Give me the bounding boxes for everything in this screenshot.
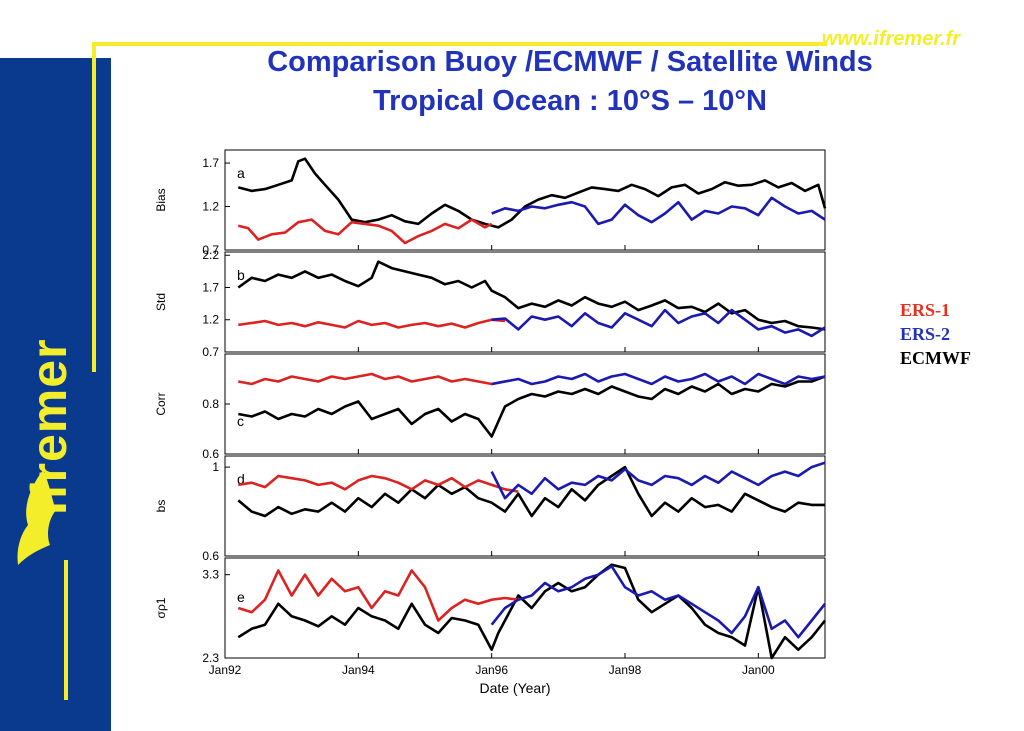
page-subtitle: Tropical Ocean : 10°S – 10°N (373, 85, 767, 117)
series-line-ecmwf (237, 465, 825, 518)
panel-frame (224, 353, 826, 455)
website-link[interactable]: www.ifremer.fr (821, 28, 960, 50)
series-line-ers-2 (491, 308, 826, 338)
y-tick-label: 1.2 (202, 200, 219, 214)
panel-letter: e (237, 589, 245, 605)
y-tick-label: 2.3 (202, 651, 219, 665)
y-tick-label: 2.2 (202, 248, 219, 262)
y-axis-label: Bias (154, 188, 168, 211)
frame-line-top (92, 42, 827, 46)
legend-item-ecmwf: ECMWF (900, 348, 971, 368)
series-line-ecmwf (237, 563, 827, 660)
x-tick-label: Jan96 (475, 663, 508, 677)
y-tick-label: 0.8 (202, 397, 219, 411)
y-axis-label: Corr (154, 392, 168, 415)
panel-frame (224, 251, 826, 353)
y-axis-label: σρ1 (154, 597, 168, 618)
y-tick-label: 1.2 (202, 313, 219, 327)
panel-letter: d (237, 471, 245, 487)
ifremer-logo-icon (17, 470, 56, 565)
page-title: Comparison Buoy /ECMWF / Satellite Winds (267, 46, 873, 78)
series-line-ers-1 (238, 372, 506, 386)
legend-item-ers1: ERS-1 (900, 300, 951, 320)
series-line-ers-2 (490, 564, 827, 639)
x-tick-label: Jan98 (609, 663, 642, 677)
y-tick-label: 1.7 (202, 156, 219, 170)
line-chart: 0.7 1.2 1.7 Bias a 0.7 1.2 1.7 2.2 Std b 0.6 0.8 Corr… (154, 149, 827, 696)
panel-letter: b (237, 267, 245, 283)
series-line-ers-1 (238, 318, 506, 329)
x-tick-label: Jan94 (342, 663, 375, 677)
y-tick-label: 0.7 (202, 243, 219, 257)
frame-line-left-lower (64, 560, 68, 700)
series-line-ecmwf (237, 157, 827, 229)
y-axis-label: bs (154, 500, 168, 513)
panel-frame (224, 149, 826, 251)
series-line-ers-2 (491, 196, 826, 226)
y-tick-label: 0.6 (202, 447, 219, 461)
panel-frame (224, 557, 826, 659)
series-line-ers-1 (237, 569, 519, 622)
series-line-ecmwf (237, 260, 826, 331)
panel-letter: c (237, 413, 244, 429)
y-tick-label: 1.7 (202, 280, 219, 294)
y-tick-label: 0.6 (202, 549, 219, 563)
x-tick-label: Jan92 (209, 663, 242, 677)
series-line-ers-1 (237, 218, 493, 245)
legend: ERS-1 ERS-2 ECMWF (900, 298, 971, 370)
series-line-ers-1 (238, 474, 519, 493)
series-line-ers-2 (491, 372, 826, 386)
x-tick-label: Jan00 (742, 663, 775, 677)
legend-item-ers2: ERS-2 (900, 324, 951, 344)
frame-line-left (92, 42, 96, 372)
y-tick-label: 0.7 (202, 345, 219, 359)
y-tick-label: 1 (212, 460, 219, 474)
y-axis-label: Std (154, 293, 168, 311)
y-tick-label: 3.3 (202, 568, 219, 582)
x-axis-label: Date (Year) (479, 680, 550, 696)
series-line-ecmwf (238, 375, 826, 438)
brand-name: Ifremer (21, 338, 77, 515)
series-line-ers-2 (490, 461, 826, 500)
panel-letter: a (237, 165, 245, 181)
